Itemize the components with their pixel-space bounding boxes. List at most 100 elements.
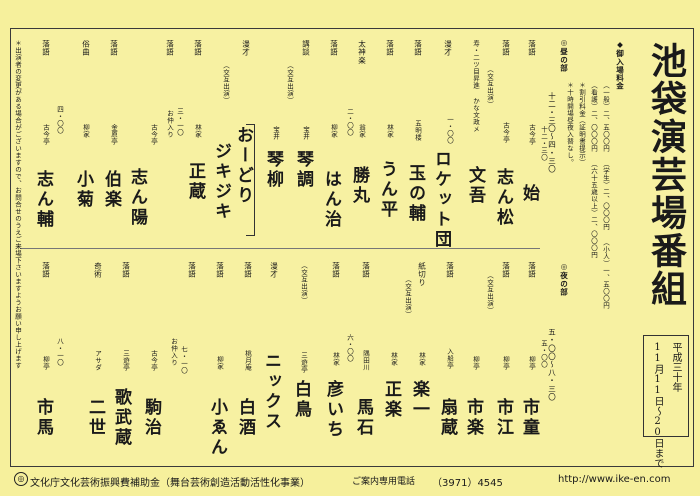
day-act-company: 柳家	[81, 124, 90, 138]
night-act-company: 隅田川	[361, 350, 370, 371]
day-act-genre: 落語	[527, 40, 537, 57]
night-act-company: 桃月庵	[243, 350, 252, 371]
day-act-genre: 落語	[385, 40, 395, 57]
day-act-name: 琴調	[293, 150, 313, 190]
night-act-note: （交互出演）	[403, 276, 412, 318]
night-time: 五・〇〇～八・三〇	[547, 328, 557, 401]
admission-heading: ◆御入場料金	[615, 40, 625, 91]
day-act-note: （交互出演）	[221, 62, 230, 104]
day-act-genre: 落語	[41, 40, 51, 57]
day-act-name: ジキジキ	[211, 142, 231, 222]
night-act-name: 正楽	[381, 380, 401, 420]
day-act-name: 始	[519, 184, 539, 204]
night-act-company: 柳亭	[41, 356, 50, 370]
day-act-company: 金原亭	[109, 124, 118, 145]
day-act-name: 小菊	[73, 170, 93, 210]
night-act-genre: 落語	[331, 262, 341, 279]
day-act-company: 宝井	[271, 126, 280, 140]
day-act-name: うん平	[377, 160, 397, 220]
night-act-name: 馬石	[353, 398, 373, 438]
day-act-company: 林家	[193, 124, 202, 138]
phone-number: （3971）4545	[432, 478, 503, 489]
day-act-company: 翁家	[357, 124, 366, 138]
night-act-note: （交互出演）	[485, 272, 494, 314]
night-act-genre: 落語	[445, 262, 455, 279]
day-act-name: 文吾	[465, 166, 485, 206]
night-act-name: 扇蔵	[437, 398, 457, 438]
night-act-genre: 落語	[121, 262, 131, 279]
night-act-company: 古今亭	[149, 350, 158, 371]
night-act-genre: 紙切り	[417, 262, 427, 287]
day-act-genre: 漫才	[241, 40, 251, 57]
flyer-title: 池袋演芸場番組	[645, 42, 687, 308]
night-time-mark: 六・〇〇	[345, 334, 354, 362]
night-act-company: 林家	[417, 352, 426, 366]
night-act-company: 柳亭	[471, 356, 480, 370]
day-time-mark: 一・〇〇	[445, 116, 454, 144]
day-act-name: 志ん陽	[127, 168, 147, 228]
flyer-frame	[10, 28, 694, 467]
admission-line3: ＊割引料金（証明書提示）	[577, 82, 586, 166]
night-act-name: 市童	[519, 398, 539, 438]
night-act-name: ニックス	[261, 352, 281, 432]
admission-line1: （一般）二、五〇〇円 （学生）二、〇〇〇円 （小人）一、五〇〇円	[601, 82, 610, 309]
day-act-name: 伯楽	[101, 170, 121, 210]
day-act-company: 古今亭	[501, 122, 510, 143]
website-link[interactable]: http://www.ike-en.com	[558, 474, 671, 485]
date-box	[643, 335, 689, 437]
night-act-note: お仲入り	[169, 338, 178, 366]
day-time: 十二・三〇～四・三〇	[547, 92, 557, 173]
date-era: 平成三十年	[670, 342, 681, 392]
night-time-mark: 七・一〇	[179, 346, 188, 374]
day-act-genre: 漫才	[443, 40, 453, 57]
night-act-name: 駒治	[141, 398, 161, 438]
night-act-name: 二世	[85, 398, 105, 438]
day-act-genre: 太神楽	[357, 40, 367, 65]
night-act-genre: 落語	[215, 262, 225, 279]
night-act-name: 白酒	[235, 398, 255, 438]
night-act-company: アサダ	[93, 350, 102, 371]
night-act-name: 小ゑん	[207, 398, 227, 458]
night-act-company: 林家	[389, 352, 398, 366]
night-act-name: 彦いち	[323, 380, 343, 440]
admission-line2: （看護）二、〇〇〇円 （六十五歳以上）二、〇〇〇円	[589, 82, 598, 259]
day-act-company: 古今亭	[527, 124, 536, 145]
day-act-genre: 落語	[165, 40, 175, 57]
day-act-note: （交互出演）	[285, 62, 294, 104]
day-act-company: 古今亭	[149, 124, 158, 145]
night-act-genre: 落語	[243, 262, 253, 279]
day-act-genre: 落語	[413, 40, 423, 57]
night-act-name: 白鳥	[291, 380, 311, 420]
night-act-company: 入船亭	[445, 348, 454, 369]
night-label: ◎夜の部	[559, 262, 569, 296]
night-act-note: （交互出演）	[299, 262, 308, 304]
subsidy-text: 文化庁文化芸術振興費補助金（舞台芸術創造活動活性化事業）	[30, 478, 310, 489]
day-act-name: ロケット団	[431, 150, 451, 250]
day-act-name: 志ん輔	[33, 170, 53, 230]
day-act-genre: 落語	[501, 40, 511, 57]
night-act-name: 市江	[493, 398, 513, 438]
day-act-company: 寿・二ツ目昇進 かな文政メ	[471, 40, 480, 133]
phone-label: ご案内専用電話	[352, 477, 416, 487]
day-label: ◎昼の部	[559, 38, 569, 72]
notice-text: ＊出演者の変更がある場合がございますので、お問合せのうえご来場下さいますようお願…	[13, 40, 22, 369]
day-act-note: （交互出演）	[485, 66, 494, 108]
day-act-genre: 落語	[193, 40, 203, 57]
day-act-genre: 俗曲	[81, 40, 91, 57]
agency-logo-icon: ◎	[14, 472, 28, 486]
section-divider	[20, 248, 540, 249]
night-time-start: 五・〇〇	[539, 340, 548, 368]
admission-line4: ＊十時開場昼夜入替なし。	[565, 82, 574, 166]
night-act-company: 三遊亭	[299, 352, 308, 373]
day-time-mark: 三・一〇	[175, 108, 184, 136]
night-act-name: 楽一	[409, 380, 429, 420]
day-act-company: 古今亭	[41, 124, 50, 145]
day-act-name: 志ん松	[493, 168, 513, 228]
night-act-company: 柳亭	[501, 356, 510, 370]
night-act-company: 柳家	[215, 356, 224, 370]
night-time-mark: 八・一〇	[55, 338, 64, 366]
day-act-company: 林家	[385, 124, 394, 138]
date-range: 11月11日～20日まで	[652, 342, 663, 468]
night-act-genre: 落語	[361, 262, 371, 279]
